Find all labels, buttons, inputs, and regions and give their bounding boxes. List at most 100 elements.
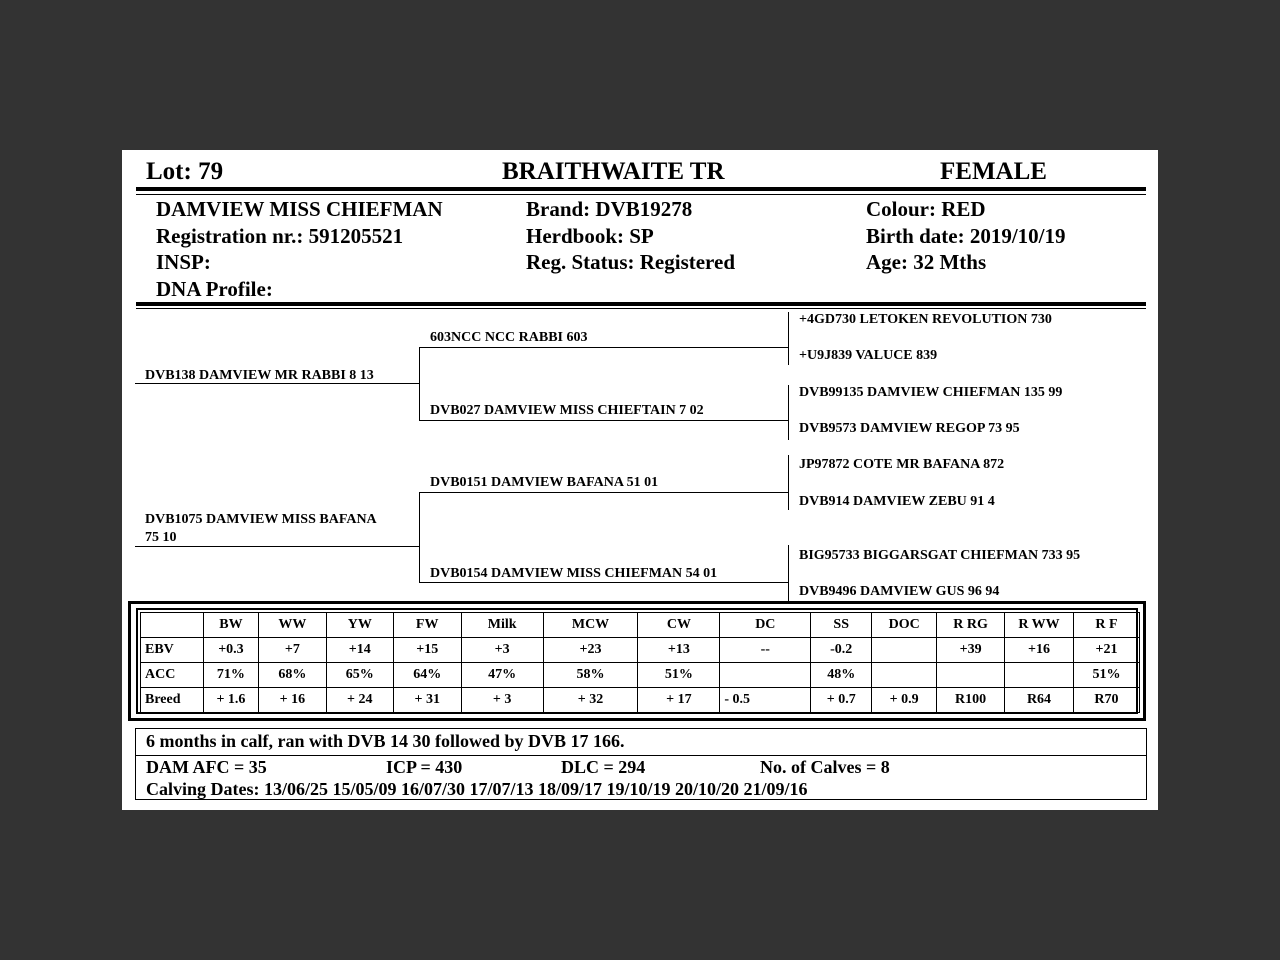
calving-dates: Calving Dates: 13/06/25 15/05/09 16/07/3… — [146, 779, 808, 799]
lot-card: Lot: 79 BRAITHWAITE TR FEMALE DAMVIEW MI… — [122, 150, 1158, 810]
calves-count: No. of Calves = 8 — [760, 757, 890, 777]
gp-1: +4GD730 LETOKEN REVOLUTION 730 — [799, 312, 1052, 327]
dna-profile: DNA Profile: — [156, 277, 273, 301]
gp-6: DVB914 DAMVIEW ZEBU 91 4 — [799, 494, 995, 509]
divider — [136, 194, 1146, 195]
table-cell: 48% — [810, 662, 873, 688]
divider — [136, 308, 1146, 309]
table-cell: DOC — [871, 612, 938, 638]
sex: FEMALE — [940, 158, 1047, 185]
notes-box: 6 months in calf, ran with DVB 14 30 fol… — [135, 728, 1147, 800]
table-cell: R64 — [1004, 687, 1074, 713]
table-cell: + 31 — [392, 687, 462, 713]
table-cell — [719, 662, 812, 688]
gp-2: +U9J839 VALUCE 839 — [799, 348, 938, 363]
dam-sire: DVB0151 DAMVIEW BAFANA 51 01 — [430, 475, 659, 490]
lot-number: Lot: 79 — [146, 158, 224, 185]
sire-sire: 603NCC NCC RABBI 603 — [430, 330, 588, 345]
table-cell: +3 — [460, 637, 544, 663]
dam: DVB1075 DAMVIEW MISS BAFANA — [145, 512, 377, 527]
age: Age: 32 Mths — [866, 250, 987, 274]
ebv-table: BW WW YW FW Milk MCW CW DC SS DOC R RG R WW R F EBV +0… — [140, 612, 1141, 713]
gp-3: DVB99135 DAMVIEW CHIEFMAN 135 99 — [799, 385, 1063, 400]
table-cell: R F — [1072, 612, 1141, 638]
comment: 6 months in calf, ran with DVB 14 30 fol… — [146, 731, 625, 751]
table-cell: + 16 — [257, 687, 327, 713]
table-cell: + 17 — [637, 687, 721, 713]
divider — [136, 187, 1146, 191]
table-cell: MCW — [542, 612, 639, 638]
colour: Colour: RED — [866, 197, 986, 221]
ebv-table-frame — [128, 601, 1146, 721]
table-cell: +14 — [325, 637, 394, 663]
table-cell: +0.3 — [202, 637, 259, 663]
table-cell: BW — [202, 612, 259, 638]
gp-5: JP97872 COTE MR BAFANA 872 — [799, 457, 1005, 472]
table-cell: 58% — [542, 662, 639, 688]
table-cell: +15 — [392, 637, 462, 663]
table-cell: +13 — [637, 637, 721, 663]
table-cell: +21 — [1072, 637, 1141, 663]
table-cell: +7 — [257, 637, 327, 663]
sire: DVB138 DAMVIEW MR RABBI 8 13 — [145, 368, 374, 383]
table-cell: 47% — [460, 662, 544, 688]
table-cell: + 24 — [325, 687, 394, 713]
divider — [136, 302, 1146, 306]
table-cell — [140, 612, 204, 638]
reg-status: Reg. Status: Registered — [526, 250, 735, 274]
table-cell: + 0.9 — [871, 687, 938, 713]
brand: Brand: DVB19278 — [526, 197, 693, 221]
table-cell — [936, 662, 1006, 688]
table-cell: - 0.5 — [719, 687, 812, 713]
table-cell: 51% — [1072, 662, 1141, 688]
dam-dam: DVB0154 DAMVIEW MISS CHIEFMAN 54 01 — [430, 566, 718, 581]
table-cell: 65% — [325, 662, 394, 688]
table-cell: WW — [257, 612, 327, 638]
animal-name: DAMVIEW MISS CHIEFMAN — [156, 197, 443, 221]
table-cell: R WW — [1004, 612, 1074, 638]
table-cell: +16 — [1004, 637, 1074, 663]
table-cell: + 32 — [542, 687, 639, 713]
table-header-row: BW WW YW FW Milk MCW CW DC SS DOC R RG R WW R F — [140, 612, 1141, 638]
table-cell: R70 — [1072, 687, 1141, 713]
table-cell — [871, 637, 938, 663]
dlc: DLC = 294 — [561, 757, 646, 777]
table-cell: FW — [392, 612, 462, 638]
table-cell: DC — [719, 612, 812, 638]
table-cell: CW — [637, 612, 721, 638]
table-cell: + 3 — [460, 687, 544, 713]
table-cell: + 1.6 — [202, 687, 259, 713]
table-cell: + 0.7 — [810, 687, 873, 713]
table-cell: SS — [810, 612, 873, 638]
table-row: ACC 71% 68% 65% 64% 47% 58% 51% 48% 51% — [140, 662, 1141, 688]
gp-4: DVB9573 DAMVIEW REGOP 73 95 — [799, 421, 1020, 436]
table-cell: EBV — [140, 637, 204, 663]
sire-dam: DVB027 DAMVIEW MISS CHIEFTAIN 7 02 — [430, 403, 704, 418]
table-cell: 51% — [637, 662, 721, 688]
table-cell: YW — [325, 612, 394, 638]
dam: 75 10 — [145, 530, 177, 545]
table-cell: R100 — [936, 687, 1006, 713]
registration: Registration nr.: 591205521 — [156, 224, 404, 248]
table-cell: ACC — [140, 662, 204, 688]
table-cell: 68% — [257, 662, 327, 688]
icp: ICP = 430 — [386, 757, 463, 777]
table-cell: Breed — [140, 687, 204, 713]
table-cell: +39 — [936, 637, 1006, 663]
table-cell: Milk — [460, 612, 544, 638]
table-cell: R RG — [936, 612, 1006, 638]
table-cell: -0.2 — [810, 637, 873, 663]
table-cell: 64% — [392, 662, 462, 688]
table-cell: -- — [719, 637, 812, 663]
table-row: Breed + 1.6 + 16 + 24 + 31 + 3 + 32 + 17- 0.5 + … — [140, 687, 1141, 713]
table-cell — [871, 662, 938, 688]
table-cell: 71% — [202, 662, 259, 688]
table-cell: +23 — [542, 637, 639, 663]
gp-7: BIG95733 BIGGARSGAT CHIEFMAN 733 95 — [799, 548, 1081, 563]
herdbook: Herdbook: SP — [526, 224, 654, 248]
insp: INSP: — [156, 250, 211, 274]
breeder: BRAITHWAITE TR — [502, 158, 725, 185]
gp-8: DVB9496 DAMVIEW GUS 96 94 — [799, 584, 1000, 599]
dam-afc: DAM AFC = 35 — [146, 757, 267, 777]
table-row: EBV +0.3 +7 +14 +15 +3 +23 +13 -- -0.2 +39 +16 +21 — [140, 637, 1141, 663]
